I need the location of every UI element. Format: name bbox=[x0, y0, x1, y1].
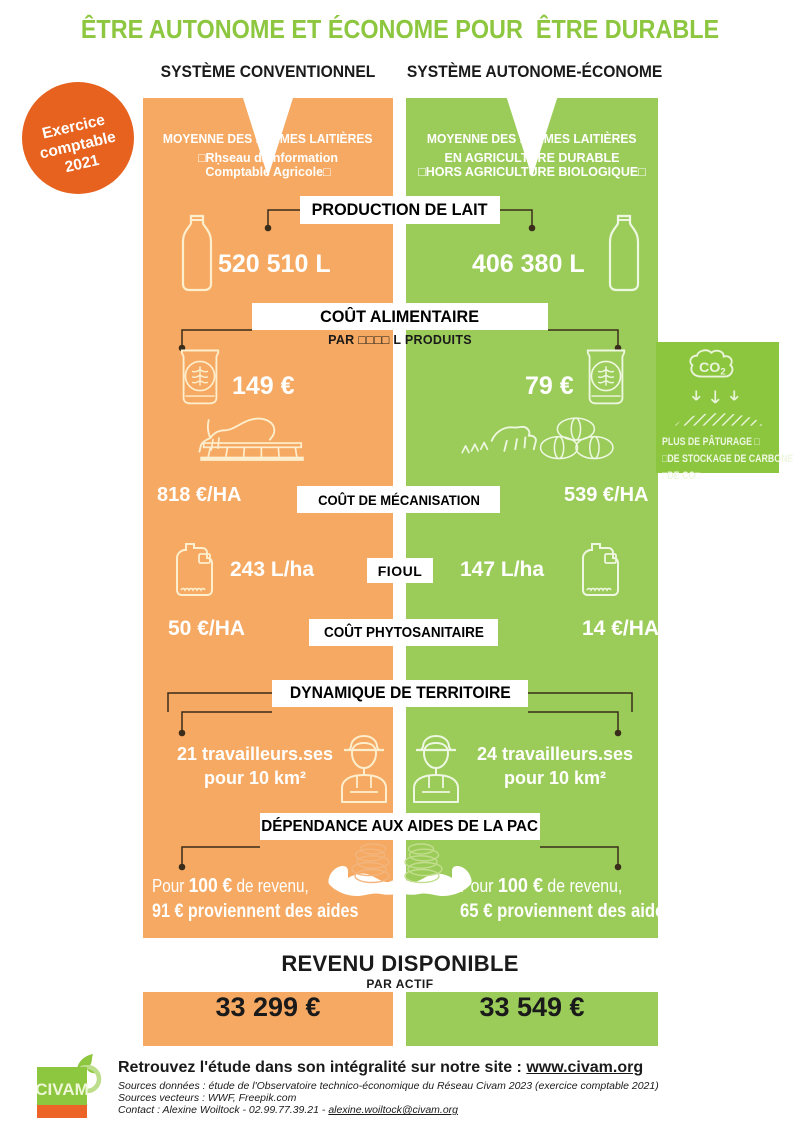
svg-text:CIVAM: CIVAM bbox=[37, 1080, 89, 1099]
